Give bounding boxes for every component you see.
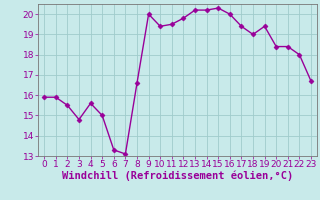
X-axis label: Windchill (Refroidissement éolien,°C): Windchill (Refroidissement éolien,°C) <box>62 171 293 181</box>
